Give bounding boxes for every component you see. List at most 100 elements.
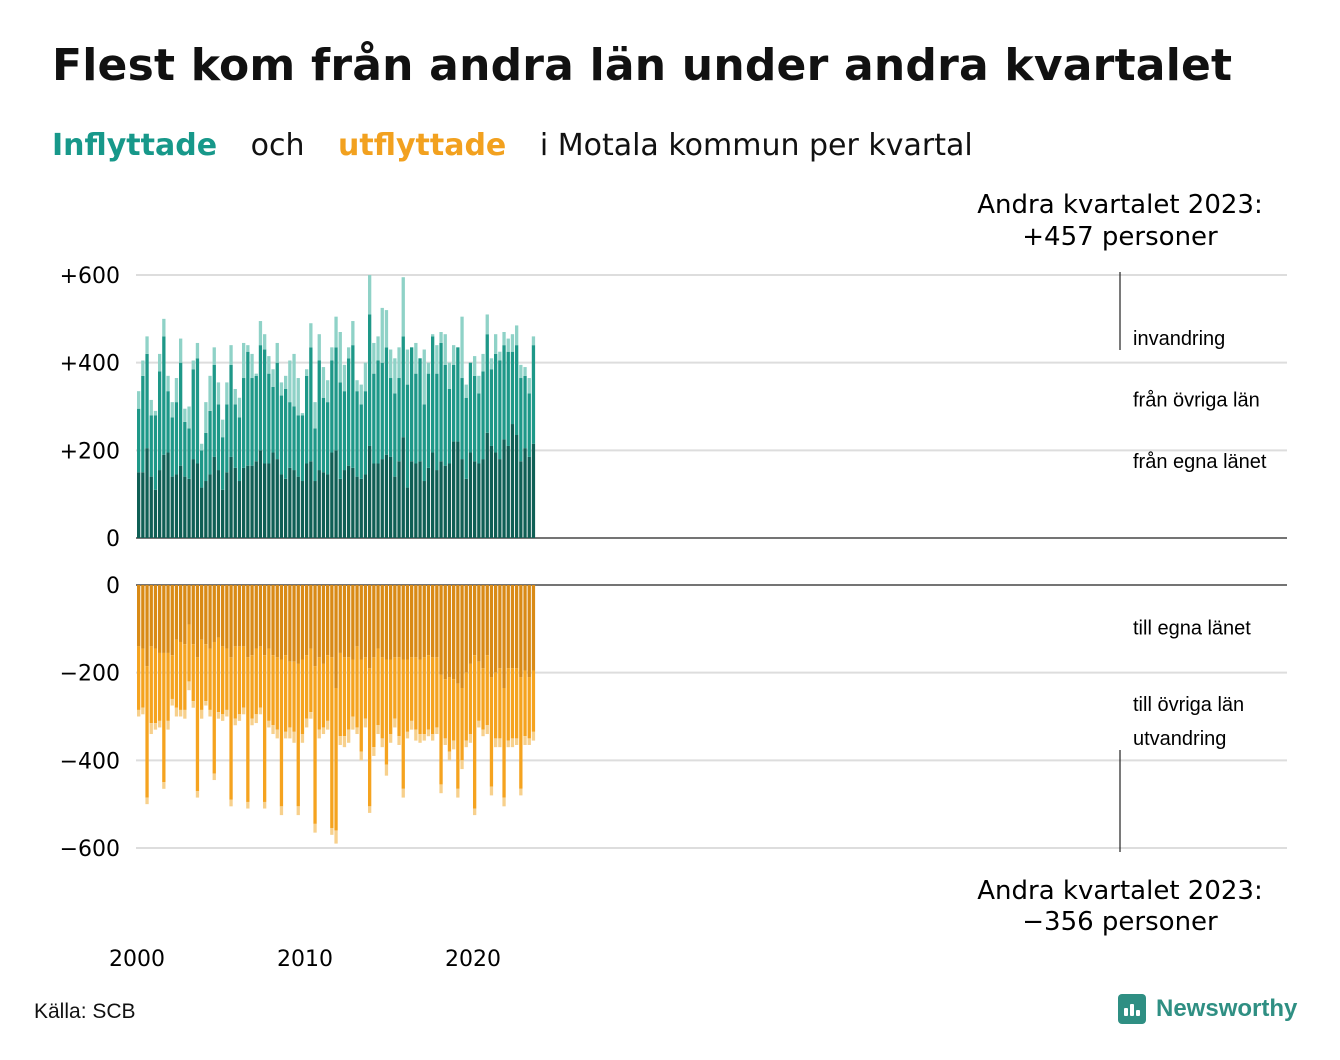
bar-out-utvandring bbox=[288, 727, 292, 739]
bar-in-egna bbox=[473, 461, 477, 538]
bar-out-ovriga bbox=[410, 657, 414, 721]
bar-in-invandring bbox=[498, 351, 502, 361]
chart-title: Flest kom från andra län under andra kva… bbox=[52, 40, 1233, 91]
bar-in-invandring bbox=[515, 325, 519, 346]
bar-out-ovriga bbox=[137, 646, 141, 710]
bar-in-ovriga bbox=[460, 378, 464, 460]
bar-out-ovriga bbox=[393, 657, 397, 719]
bar-in-ovriga bbox=[200, 450, 204, 488]
bar-in-ovriga bbox=[502, 345, 506, 440]
bar-in-invandring bbox=[279, 382, 284, 396]
bar-out-ovriga bbox=[317, 657, 321, 730]
bar-in-invandring bbox=[137, 391, 141, 409]
bar-in-invandring bbox=[531, 336, 536, 346]
bar-in-egna bbox=[174, 474, 179, 538]
bar-out-utvandring bbox=[313, 823, 317, 833]
bar-out-egna bbox=[368, 585, 372, 669]
bar-out-utvandring bbox=[414, 729, 418, 741]
bar-in-invandring bbox=[473, 356, 477, 376]
bar-in-invandring bbox=[447, 362, 452, 389]
y-tick-label-in: +400 bbox=[60, 352, 120, 377]
brand-logo[interactable]: Newsworthy bbox=[1118, 994, 1297, 1024]
bar-out-egna bbox=[372, 585, 376, 658]
bar-out-egna bbox=[212, 585, 216, 642]
bar-out-ovriga bbox=[246, 657, 250, 802]
grid-utflyttade bbox=[136, 584, 1287, 849]
bar-in-ovriga bbox=[145, 353, 149, 449]
bar-in-egna bbox=[498, 459, 502, 538]
bar-out-egna bbox=[195, 585, 200, 658]
bar-out-ovriga bbox=[468, 663, 473, 735]
bar-in-egna bbox=[183, 476, 187, 538]
bar-in-egna bbox=[422, 481, 426, 538]
bar-out-egna bbox=[464, 585, 468, 673]
bar-out-ovriga bbox=[183, 644, 187, 710]
bar-out-utvandring bbox=[162, 782, 166, 789]
bar-in-egna bbox=[250, 465, 254, 538]
bar-in-ovriga bbox=[506, 351, 510, 446]
bar-in-egna bbox=[288, 467, 292, 538]
y-tick-label-out: −400 bbox=[60, 749, 120, 774]
bar-in-egna bbox=[401, 437, 405, 538]
bar-out-utvandring bbox=[183, 709, 187, 719]
bar-out-ovriga bbox=[414, 657, 418, 730]
bar-out-egna bbox=[300, 585, 305, 660]
bar-out-utvandring bbox=[300, 734, 305, 743]
bar-in-invandring bbox=[372, 342, 376, 374]
bar-out-utvandring bbox=[347, 729, 351, 743]
bar-out-utvandring bbox=[284, 731, 288, 739]
bar-in-egna bbox=[263, 463, 267, 538]
bar-in-invandring bbox=[397, 347, 401, 379]
bar-in-ovriga bbox=[439, 342, 443, 462]
bar-out-utvandring bbox=[401, 788, 405, 798]
bar-in-invandring bbox=[229, 345, 233, 365]
bar-out-egna bbox=[410, 585, 414, 658]
bar-in-ovriga bbox=[305, 375, 309, 464]
bar-in-invandring bbox=[321, 367, 326, 398]
bar-in-invandring bbox=[271, 369, 275, 387]
bar-in-invandring bbox=[363, 362, 368, 392]
bar-out-utvandring bbox=[481, 729, 485, 737]
bar-in-ovriga bbox=[174, 402, 179, 475]
bar-out-utvandring bbox=[195, 791, 200, 798]
bar-in-ovriga bbox=[363, 391, 368, 475]
bar-in-ovriga bbox=[473, 375, 477, 462]
bar-out-egna bbox=[355, 585, 359, 647]
bar-in-ovriga bbox=[258, 345, 263, 451]
bar-out-egna bbox=[141, 585, 145, 649]
y-tick-label-in: +200 bbox=[60, 439, 120, 464]
bar-in-ovriga bbox=[275, 362, 279, 460]
bar-out-egna bbox=[498, 585, 502, 669]
bar-out-utvandring bbox=[477, 720, 481, 728]
bar-in-ovriga bbox=[405, 384, 410, 488]
bar-out-utvandring bbox=[141, 707, 145, 715]
bar-out-egna bbox=[170, 585, 174, 656]
bar-out-egna bbox=[489, 585, 494, 678]
bar-out-utvandring bbox=[326, 720, 330, 730]
bar-out-egna bbox=[145, 585, 149, 667]
bar-out-egna bbox=[384, 585, 389, 660]
bar-in-egna bbox=[384, 454, 389, 538]
bar-in-invandring bbox=[405, 349, 410, 385]
bar-out-utvandring bbox=[153, 723, 158, 730]
bar-out-utvandring bbox=[267, 720, 271, 728]
bar-in-invandring bbox=[225, 382, 229, 405]
bar-in-ovriga bbox=[179, 362, 183, 466]
bar-in-ovriga bbox=[284, 388, 288, 479]
bar-out-utvandring bbox=[376, 725, 380, 735]
bar-in-invandring bbox=[489, 358, 494, 370]
bar-in-egna bbox=[502, 439, 506, 538]
bar-in-egna bbox=[305, 463, 309, 538]
bar-in-ovriga bbox=[250, 378, 254, 466]
bar-out-egna bbox=[149, 585, 153, 647]
bar-out-utvandring bbox=[506, 740, 510, 748]
bar-in-egna bbox=[439, 461, 443, 538]
bar-in-ovriga bbox=[242, 378, 246, 468]
bar-out-ovriga bbox=[384, 659, 389, 765]
bar-out-egna bbox=[242, 585, 246, 647]
bar-out-ovriga bbox=[149, 646, 153, 724]
bar-out-egna bbox=[439, 585, 443, 675]
bar-in-ovriga bbox=[263, 349, 267, 464]
bar-in-ovriga bbox=[137, 408, 141, 473]
bar-in-egna bbox=[221, 489, 225, 538]
